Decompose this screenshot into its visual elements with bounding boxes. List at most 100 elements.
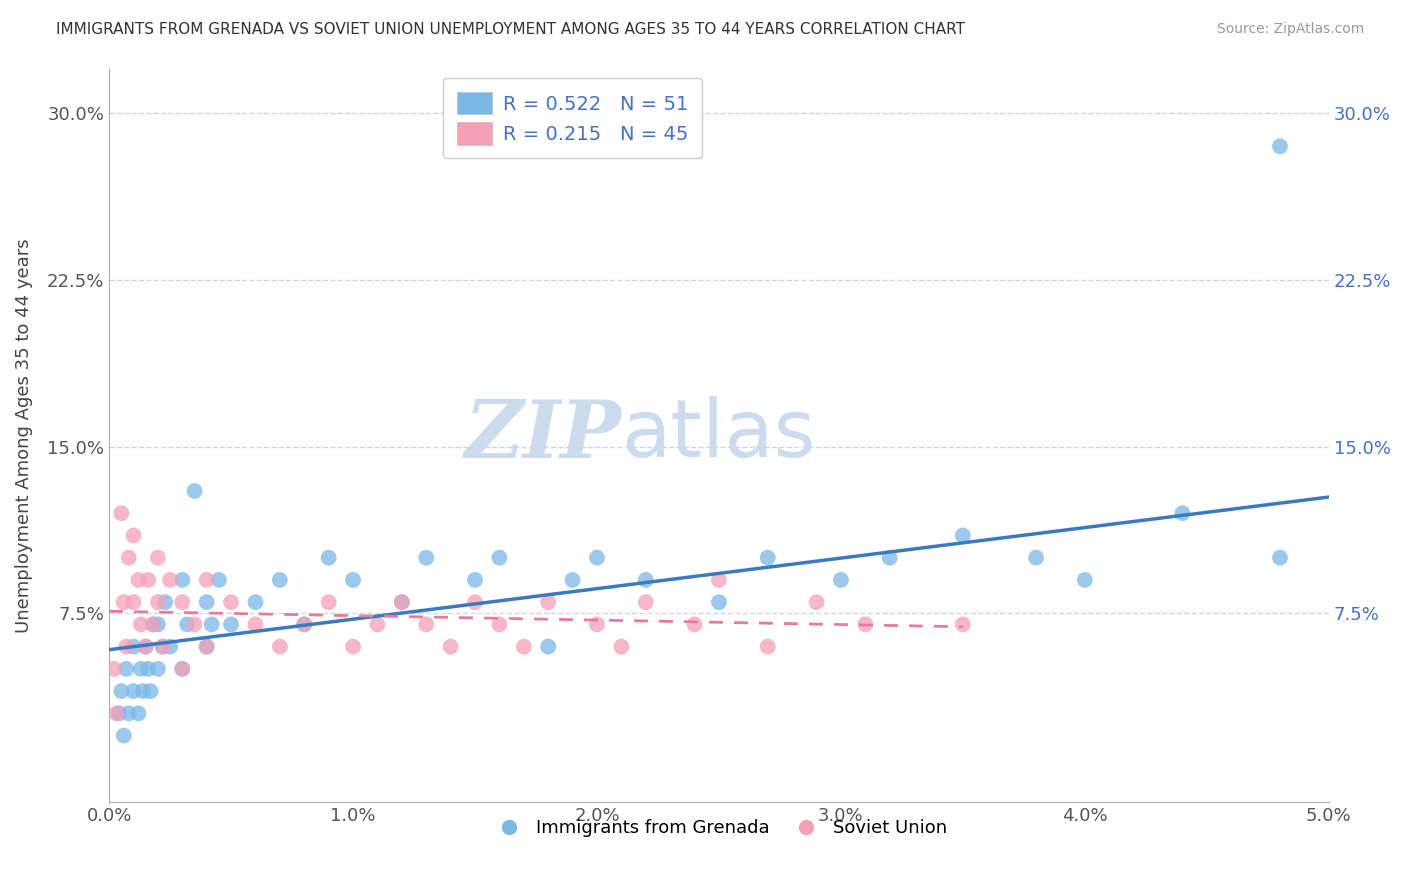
- Point: [183, 617, 205, 632]
- Point: [1025, 550, 1047, 565]
- Point: [219, 617, 242, 632]
- Point: [146, 617, 169, 632]
- Point: [952, 617, 974, 632]
- Point: [122, 684, 145, 698]
- Point: [208, 573, 231, 587]
- Y-axis label: Unemployment Among Ages 35 to 44 years: Unemployment Among Ages 35 to 44 years: [15, 238, 32, 632]
- Point: [586, 617, 609, 632]
- Point: [513, 640, 536, 654]
- Point: [136, 573, 159, 587]
- Point: [200, 617, 222, 632]
- Point: [132, 684, 155, 698]
- Point: [135, 640, 157, 654]
- Point: [366, 617, 388, 632]
- Point: [756, 550, 779, 565]
- Point: [103, 662, 125, 676]
- Point: [159, 640, 181, 654]
- Point: [129, 662, 152, 676]
- Point: [634, 573, 657, 587]
- Point: [318, 550, 340, 565]
- Point: [172, 662, 194, 676]
- Point: [342, 640, 364, 654]
- Point: [146, 550, 169, 565]
- Point: [135, 640, 157, 654]
- Point: [183, 483, 205, 498]
- Point: [115, 662, 138, 676]
- Point: [110, 506, 132, 520]
- Point: [464, 595, 486, 609]
- Point: [110, 684, 132, 698]
- Point: [586, 550, 609, 565]
- Point: [219, 595, 242, 609]
- Point: [415, 617, 437, 632]
- Point: [853, 617, 876, 632]
- Point: [1171, 506, 1194, 520]
- Point: [117, 706, 139, 721]
- Point: [634, 595, 657, 609]
- Point: [537, 640, 560, 654]
- Point: [146, 662, 169, 676]
- Point: [172, 573, 194, 587]
- Point: [112, 729, 135, 743]
- Point: [610, 640, 633, 654]
- Text: IMMIGRANTS FROM GRENADA VS SOVIET UNION UNEMPLOYMENT AMONG AGES 35 TO 44 YEARS C: IMMIGRANTS FROM GRENADA VS SOVIET UNION …: [56, 22, 966, 37]
- Point: [195, 640, 218, 654]
- Point: [879, 550, 901, 565]
- Point: [139, 684, 162, 698]
- Point: [952, 528, 974, 542]
- Text: Source: ZipAtlas.com: Source: ZipAtlas.com: [1216, 22, 1364, 37]
- Point: [488, 550, 510, 565]
- Point: [122, 595, 145, 609]
- Point: [269, 640, 291, 654]
- Point: [117, 550, 139, 565]
- Point: [115, 640, 138, 654]
- Point: [136, 662, 159, 676]
- Point: [195, 595, 218, 609]
- Point: [142, 617, 165, 632]
- Point: [172, 595, 194, 609]
- Point: [127, 573, 149, 587]
- Point: [1268, 550, 1291, 565]
- Point: [464, 573, 486, 587]
- Point: [415, 550, 437, 565]
- Point: [245, 617, 267, 632]
- Point: [537, 595, 560, 609]
- Point: [707, 595, 730, 609]
- Point: [488, 617, 510, 632]
- Point: [108, 706, 131, 721]
- Text: ZIP: ZIP: [464, 397, 621, 475]
- Point: [561, 573, 583, 587]
- Point: [1268, 139, 1291, 153]
- Point: [1074, 573, 1097, 587]
- Point: [756, 640, 779, 654]
- Point: [159, 573, 181, 587]
- Point: [146, 595, 169, 609]
- Point: [152, 640, 174, 654]
- Point: [440, 640, 463, 654]
- Point: [269, 573, 291, 587]
- Point: [155, 595, 177, 609]
- Point: [195, 573, 218, 587]
- Point: [122, 528, 145, 542]
- Point: [683, 617, 706, 632]
- Point: [176, 617, 198, 632]
- Point: [129, 617, 152, 632]
- Point: [195, 640, 218, 654]
- Text: atlas: atlas: [621, 396, 815, 475]
- Point: [112, 595, 135, 609]
- Legend: Immigrants from Grenada, Soviet Union: Immigrants from Grenada, Soviet Union: [484, 812, 955, 845]
- Point: [122, 640, 145, 654]
- Point: [127, 706, 149, 721]
- Point: [292, 617, 315, 632]
- Point: [806, 595, 828, 609]
- Point: [105, 706, 128, 721]
- Point: [707, 573, 730, 587]
- Point: [142, 617, 165, 632]
- Point: [245, 595, 267, 609]
- Point: [342, 573, 364, 587]
- Point: [830, 573, 852, 587]
- Point: [391, 595, 413, 609]
- Point: [391, 595, 413, 609]
- Point: [172, 662, 194, 676]
- Point: [318, 595, 340, 609]
